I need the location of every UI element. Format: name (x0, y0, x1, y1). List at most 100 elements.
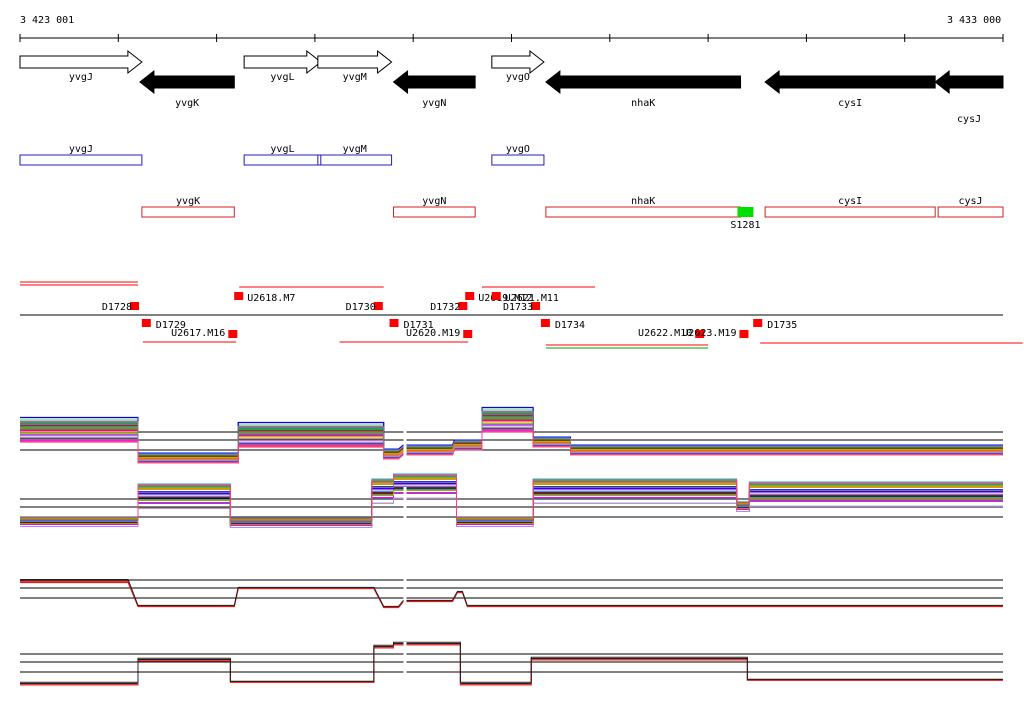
profile-line (20, 489, 1003, 525)
marker-D1731[interactable] (389, 319, 399, 327)
feature-box-cysJ[interactable] (937, 206, 1004, 218)
gene-label-nhaK: nhaK (631, 98, 655, 109)
marker-label-D1733: D1733 (503, 302, 533, 313)
gene-arrow-yvgK[interactable] (139, 69, 235, 95)
feature-box-yvgK[interactable] (141, 206, 235, 218)
gene-label-yvgJ: yvgJ (69, 72, 93, 83)
marker-label-U2620.M19: U2620.M19 (406, 328, 460, 339)
feature-box-cysI[interactable] (764, 206, 936, 218)
profile-line (20, 580, 1003, 608)
feature-box-yvgO[interactable] (491, 154, 545, 166)
profile-line (20, 643, 1003, 685)
gene-arrow-yvgM[interactable] (317, 49, 393, 75)
gene-arrow-cysJ[interactable] (934, 69, 1004, 95)
gene-label-yvgN: yvgN (422, 98, 446, 109)
feature-box-yvgN[interactable] (393, 206, 476, 218)
marker-D1734[interactable] (540, 319, 550, 327)
profile-line (20, 430, 1003, 463)
marker-label-U2621.M11: U2621.M11 (505, 293, 559, 304)
marker-U2622.M10[interactable] (695, 330, 705, 338)
axis-start-label: 3 423 001 (20, 15, 74, 26)
gene-arrow-track: yvgJ yvgK yvgL yvgM yvgN yvgO nhaK cysI cysJ (19, 49, 1004, 125)
marker-label-U2618.M7: U2618.M7 (247, 293, 295, 304)
marker-U2623.M19[interactable] (739, 330, 749, 338)
marker-track: D1728D1729U2617.M16U2618.M7D1730D1731U26… (20, 281, 1023, 349)
profile-line (20, 580, 1003, 608)
feature-box-label-yvgO: yvgO (506, 144, 530, 155)
marker-label-D1728: D1728 (102, 302, 132, 313)
gene-arrow-cysI[interactable] (764, 69, 936, 95)
gene-arrow-yvgL[interactable] (243, 49, 322, 75)
profile-line (20, 416, 1003, 458)
marker-U2619.M12[interactable] (465, 292, 475, 300)
profile-line (20, 427, 1003, 462)
marker-U2618.M7[interactable] (234, 292, 244, 300)
feature-box-yvgL[interactable] (243, 154, 322, 166)
expression-profile-tracks (20, 406, 1003, 686)
marker-D1728[interactable] (130, 302, 140, 310)
gene-arrow-yvgJ[interactable] (19, 49, 143, 75)
marker-label-U2619.M12: U2619.M12 (478, 293, 532, 304)
profile-line (20, 418, 1003, 458)
feature-box-label-nhaK: nhaK (631, 196, 655, 207)
profile-line (20, 421, 1003, 460)
gene-arrow-yvgN[interactable] (392, 69, 476, 95)
marker-D1730[interactable] (373, 302, 383, 310)
profile-line (20, 422, 1003, 460)
profile-line (20, 485, 1003, 524)
expression-summary-2 (20, 641, 1003, 686)
marker-label-U2617.M16: U2617.M16 (171, 328, 225, 339)
feature-box-yvgM[interactable] (317, 154, 393, 166)
profile-line (20, 407, 1003, 454)
marker-U2621.M11[interactable] (491, 292, 501, 300)
profile-line (20, 475, 1003, 520)
expression-panel-1 (20, 406, 1003, 464)
marker-label-U2623.M19: U2623.M19 (682, 328, 736, 339)
coordinate-axis (19, 34, 1004, 42)
feature-box-label-yvgM: yvgM (343, 144, 367, 155)
marker-D1735[interactable] (753, 319, 763, 327)
profile-line (20, 409, 1003, 455)
feature-box-nhaK[interactable] (545, 206, 742, 218)
gene-label-yvgK: yvgK (175, 98, 199, 109)
profile-line (20, 644, 1003, 686)
gene-label-cysJ: cysJ (957, 114, 981, 125)
feature-box-track: yvgJ yvgL yvgM yvgO yvgK yvgN nhaK cysI cysJ S128… (19, 144, 1004, 231)
marker-D1732[interactable] (458, 302, 468, 310)
gene-label-yvgO: yvgO (506, 72, 530, 83)
site-label: S1281 (730, 220, 760, 231)
feature-box-label-yvgN: yvgN (422, 196, 446, 207)
profile-line (20, 425, 1003, 461)
profile-line (20, 492, 1003, 526)
gene-arrow-yvgO[interactable] (491, 49, 545, 75)
gene-label-cysI: cysI (838, 98, 862, 109)
marker-U2620.M19[interactable] (463, 330, 473, 338)
marker-label-D1731: D1731 (404, 320, 434, 331)
marker-label-D1734: D1734 (555, 320, 585, 331)
marker-D1733[interactable] (531, 302, 541, 310)
gene-label-yvgM: yvgM (343, 72, 367, 83)
profile-line (20, 579, 1003, 607)
marker-label-D1729: D1729 (156, 320, 186, 331)
profile-line (20, 474, 1003, 519)
marker-label-D1735: D1735 (767, 320, 797, 331)
profile-line (20, 641, 1003, 683)
profile-line (20, 414, 1003, 457)
feature-box-label-cysI: cysI (838, 196, 862, 207)
profile-line (20, 644, 1003, 686)
gene-label-yvgL: yvgL (270, 72, 294, 83)
profile-line (20, 497, 1003, 528)
feature-box-yvgJ[interactable] (19, 154, 143, 166)
feature-box-label-cysJ: cysJ (959, 196, 983, 207)
site-marker[interactable] (737, 207, 754, 217)
marker-D1729[interactable] (141, 319, 151, 327)
marker-label-U2622.M10: U2622.M10 (638, 328, 692, 339)
profile-line (20, 481, 1003, 522)
profile-line (20, 477, 1003, 521)
profile-line (20, 582, 1003, 609)
marker-U2617.M16[interactable] (228, 330, 238, 338)
gene-arrow-nhaK[interactable] (545, 69, 742, 95)
profile-line (20, 487, 1003, 524)
